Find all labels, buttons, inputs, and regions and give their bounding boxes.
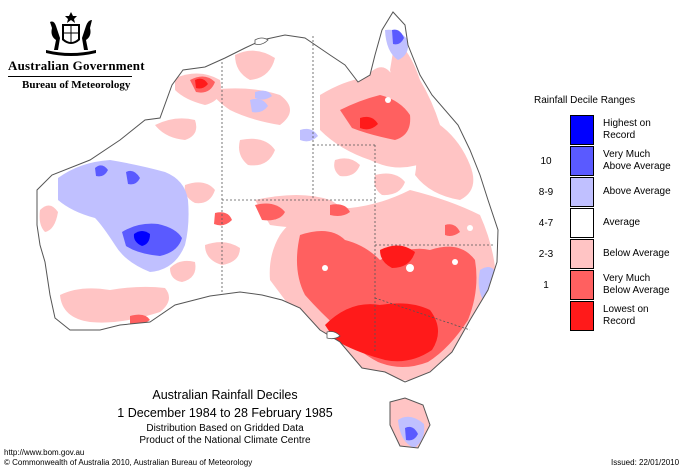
legend-row: Lowest on Record [533,301,673,332]
legend-label-line: Below Average [603,248,670,259]
legend-label-line: Very Much [603,149,651,160]
legend-range: 2-3 [538,249,554,260]
legend-label-line: Highest on [603,118,651,129]
legend-row: 10 Very Much Above Average [533,146,673,177]
legend-swatch [570,208,594,238]
legend-label: Very Much Above Average [603,149,675,173]
legend-range: 4-7 [538,218,554,229]
legend-label-line: Above Average [603,186,671,197]
legend-range: 10 [540,156,552,167]
legend-label: Above Average [603,186,675,198]
legend-range: 8-9 [538,187,554,198]
legend-swatch [570,177,594,207]
legend-label: Very Much Below Average [603,273,675,297]
legend-label-line: Average [603,217,641,228]
map-note-distribution: Distribution Based on Gridded Data [146,423,304,434]
legend-row: 8-9 Above Average [533,177,673,208]
legend-label-line: Below Average [603,285,670,296]
legend-label-line: Lowest on [603,304,649,315]
map-title: Australian Rainfall Deciles [152,388,298,402]
legend-swatch [570,239,594,269]
map-note-product: Product of the National Climate Centre [139,435,311,446]
footer-issued-date: Issued: 22/01/2010 [611,458,680,467]
legend-label-line: Very Much [603,273,651,284]
legend-swatch [570,270,594,300]
footer-url-link[interactable]: http://www.bom.gov.au [4,448,85,457]
legend-row: Highest on Record [533,115,673,146]
legend-row: 4-7 Average [533,208,673,239]
legend-row: 2-3 Below Average [533,239,673,270]
legend-range: 1 [543,280,549,291]
map-period: 1 December 1984 to 28 February 1985 [117,406,333,420]
bureau-name: Bureau of Meteorology [22,79,131,91]
legend-title: Rainfall Decile Ranges [534,95,636,106]
legend-label-line: Record [603,316,636,327]
legend-row: 1 Very Much Below Average [533,270,673,301]
header-divider [8,76,132,77]
coat-of-arms-icon [40,10,102,60]
footer-copyright: © Commonwealth of Australia 2010, Austra… [4,458,253,467]
legend-swatch [570,146,594,176]
legend-label: Highest on Record [603,118,675,142]
legend-swatch [570,115,594,145]
legend-swatch [570,301,594,331]
legend-label: Lowest on Record [603,304,675,328]
legend-label: Below Average [603,248,675,260]
legend-label: Average [603,217,675,229]
legend-label-line: Above Average [603,161,671,172]
government-title: Australian Government [8,58,145,73]
legend-label-line: Record [603,130,636,141]
